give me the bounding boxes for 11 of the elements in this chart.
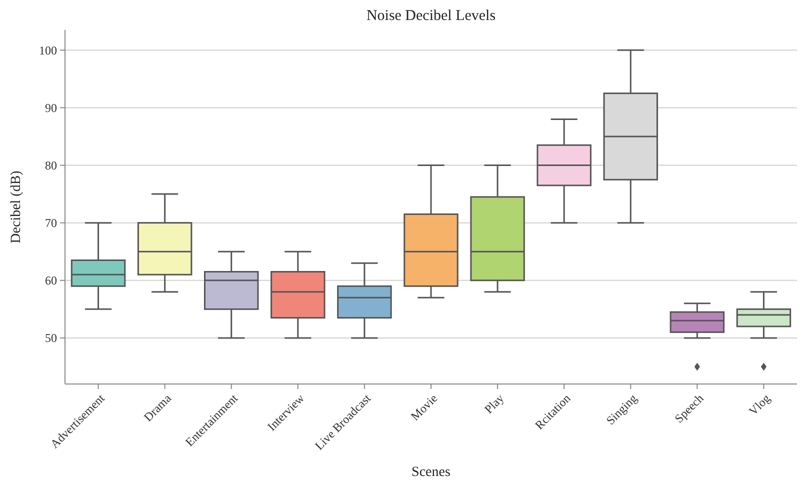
y-tick-label: 90 <box>45 100 57 115</box>
x-axis-title: Scenes <box>412 465 450 480</box>
x-tick-label: Vlog <box>746 391 773 418</box>
x-tick-label: Play <box>482 391 507 416</box>
chart-title: Noise Decibel Levels <box>366 8 496 24</box>
y-tick-label: 70 <box>45 216 57 230</box>
y-tick-label: 50 <box>45 331 57 346</box>
y-tick-label: 100 <box>39 43 57 58</box>
y-tick-label: 80 <box>45 158 57 172</box>
y-axis-title: Decibel (dB) <box>9 170 24 244</box>
y-tick-label: 60 <box>45 274 57 288</box>
